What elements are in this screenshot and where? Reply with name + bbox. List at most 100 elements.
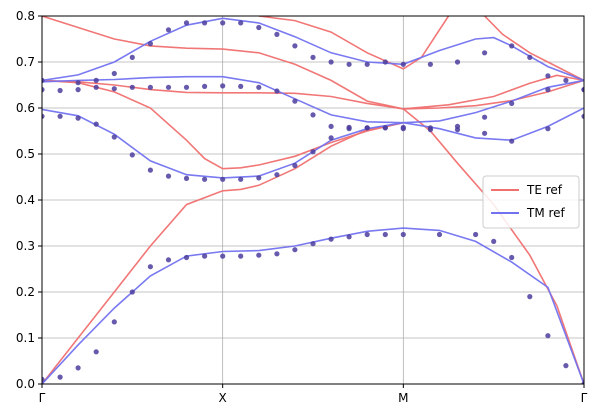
- data-point-54: [545, 126, 551, 132]
- data-point-36: [165, 173, 172, 179]
- data-point-8: [183, 254, 190, 261]
- data-point-108: [545, 73, 551, 79]
- band-line-s1-b3: [42, 17, 584, 82]
- data-point-92: [220, 20, 226, 26]
- data-point-71: [310, 112, 316, 118]
- data-point-13: [274, 251, 280, 257]
- band-line-s1-b1: [42, 107, 584, 179]
- data-point-2: [75, 365, 81, 371]
- data-point-15: [310, 241, 316, 247]
- data-point-67: [238, 83, 244, 89]
- data-point-31: [75, 115, 81, 121]
- data-point-45: [328, 135, 334, 141]
- data-point-16: [328, 236, 334, 242]
- band-line-s1-b0: [42, 227, 584, 384]
- data-point-93: [238, 20, 244, 26]
- y-tick-label-6: 0.6: [16, 101, 35, 115]
- data-point-28: [581, 381, 584, 384]
- data-point-72: [328, 123, 334, 129]
- legend-label-te: TE ref: [526, 183, 563, 197]
- data-point-53: [509, 138, 515, 144]
- data-point-73: [346, 124, 352, 130]
- data-point-10: [220, 253, 226, 259]
- y-tick-label-8: 0.8: [16, 9, 35, 23]
- band-line-s0-b6: [403, 79, 584, 110]
- data-point-63: [165, 84, 172, 90]
- data-point-42: [274, 172, 280, 178]
- data-point-74: [364, 125, 370, 131]
- data-point-12: [256, 252, 262, 258]
- data-point-105: [482, 50, 488, 56]
- data-point-69: [274, 88, 280, 94]
- x-tick-label-1: X: [219, 391, 227, 405]
- data-point-70: [292, 98, 298, 104]
- data-point-1: [57, 374, 63, 380]
- data-point-44: [310, 149, 316, 155]
- y-tick-label-1: 0.1: [16, 331, 35, 345]
- data-point-27: [563, 363, 569, 369]
- data-point-101: [382, 59, 388, 65]
- y-tick-label-4: 0.4: [16, 193, 35, 207]
- data-point-89: [165, 27, 172, 33]
- data-point-103: [427, 61, 433, 67]
- data-point-0: [42, 376, 45, 382]
- y-tick-label-5: 0.5: [16, 147, 35, 161]
- data-point-26: [545, 333, 551, 339]
- x-tick-label-2: M: [398, 391, 408, 405]
- band-line-s0-b8: [484, 16, 584, 82]
- band-line-s0-b7: [403, 74, 584, 110]
- data-point-94: [256, 24, 262, 31]
- data-point-83: [42, 77, 45, 83]
- data-point-55: [581, 113, 584, 119]
- legend-label-tm: TM ref: [526, 206, 566, 220]
- data-point-75: [382, 125, 388, 131]
- data-point-35: [147, 167, 153, 173]
- data-point-86: [111, 70, 117, 77]
- data-point-81: [545, 87, 551, 93]
- data-point-43: [292, 162, 298, 169]
- data-point-88: [147, 41, 153, 47]
- data-point-100: [364, 61, 370, 67]
- data-point-40: [238, 176, 244, 182]
- band-line-s0-b1: [42, 79, 404, 170]
- data-point-23: [491, 238, 497, 244]
- data-point-109: [563, 77, 569, 83]
- data-point-25: [527, 294, 533, 300]
- data-point-104: [454, 59, 461, 65]
- data-point-99: [346, 61, 352, 67]
- data-point-41: [256, 175, 262, 181]
- data-point-61: [129, 84, 135, 90]
- data-point-29: [42, 113, 45, 119]
- data-point-95: [274, 31, 280, 37]
- data-point-85: [93, 77, 99, 83]
- data-point-52: [482, 130, 488, 136]
- band-line-s0-b3: [42, 16, 404, 110]
- data-point-30: [57, 113, 63, 119]
- data-point-32: [93, 121, 99, 127]
- band-line-s0-b4: [258, 16, 450, 70]
- data-point-96: [292, 43, 298, 49]
- data-point-80: [509, 100, 515, 106]
- band-line-s0-b5: [402, 108, 584, 384]
- data-point-24: [509, 254, 515, 261]
- data-point-64: [183, 84, 190, 90]
- data-point-68: [256, 84, 262, 90]
- data-point-37: [183, 175, 190, 181]
- data-point-59: [93, 84, 99, 90]
- data-point-9: [202, 253, 208, 259]
- data-point-18: [364, 231, 370, 238]
- data-point-65: [202, 83, 208, 89]
- data-point-39: [220, 176, 226, 182]
- band-line-s0-b0: [42, 121, 404, 384]
- axis-ticks: 0.0 0.1 0.2 0.3 0.4 0.5 0.6 0.7 0.8 Γ X M Γ: [16, 9, 588, 405]
- data-point-66: [220, 83, 226, 89]
- data-point-6: [147, 264, 153, 270]
- data-point-77: [427, 127, 433, 133]
- y-tick-label-2: 0.2: [16, 285, 35, 299]
- band-line-s0-b2: [42, 79, 404, 110]
- data-point-102: [400, 61, 406, 67]
- data-point-5: [129, 289, 135, 295]
- legend: TE ref TM ref: [482, 175, 580, 229]
- data-point-91: [202, 20, 208, 26]
